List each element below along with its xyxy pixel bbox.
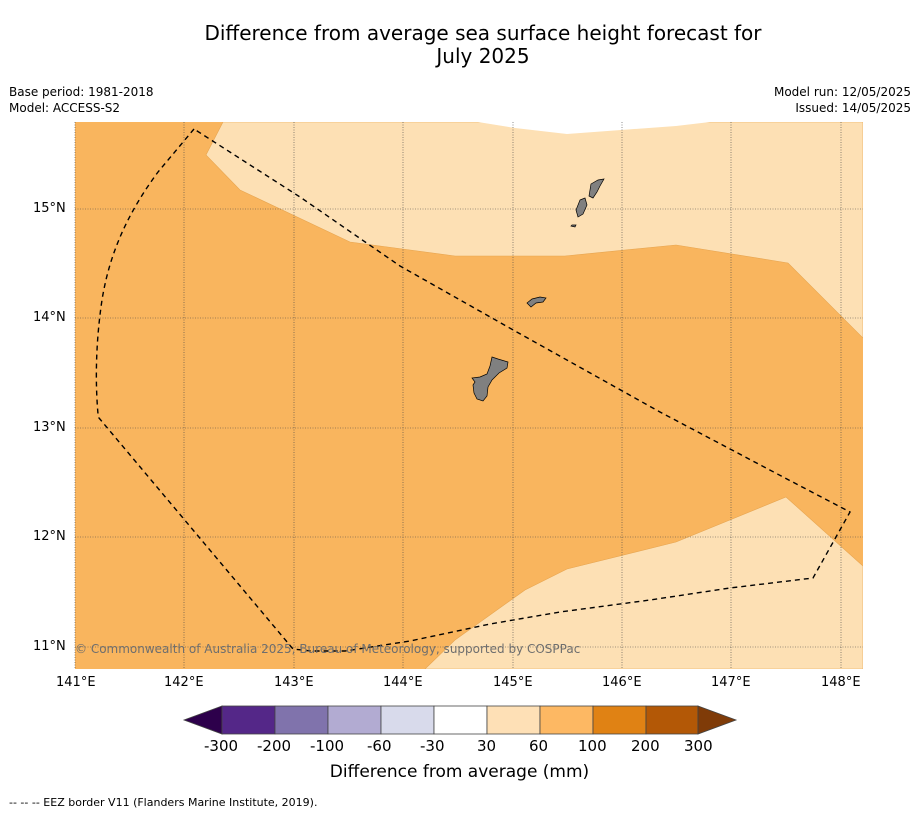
meta-right: Model run: 12/05/2025 Issued: 14/05/2025 — [774, 84, 911, 116]
colorbar-bin-8 — [592, 705, 647, 735]
title-line-2: July 2025 — [436, 44, 530, 68]
island-rota — [526, 296, 547, 308]
model-text: Model: ACCESS-S2 — [9, 101, 121, 115]
colorbar-label: -100 — [310, 737, 345, 755]
island-guam — [471, 356, 509, 402]
map-regions — [75, 122, 863, 669]
lat-tick-13n: 13°N — [33, 420, 66, 435]
colorbar-label: -300 — [204, 737, 239, 755]
lat-tick-14n: 14°N — [33, 310, 66, 325]
lon-tick-141e: 141°E — [56, 675, 96, 690]
island-aguijan — [570, 224, 577, 228]
islands — [471, 178, 605, 402]
copyright-text: © Commonwealth of Australia 2025, Bureau… — [75, 642, 581, 656]
colorbar-label: 30 — [477, 737, 497, 755]
meta-left: Base period: 1981-2018 Model: ACCESS-S2 — [9, 84, 154, 116]
island-saipan — [588, 178, 605, 199]
colorbar-bin-6 — [486, 705, 541, 735]
region-30-60-south — [424, 496, 863, 669]
island-tinian — [575, 197, 588, 218]
lon-tick-144e: 144°E — [383, 675, 423, 690]
lon-tick-142e: 142°E — [164, 675, 204, 690]
model-run-text: Model run: 12/05/2025 — [773, 85, 911, 99]
colorbar-label: 60 — [529, 737, 549, 755]
title-line-1: Difference from average sea surface heig… — [204, 21, 762, 45]
eez-border — [95, 128, 851, 652]
gridlines — [74, 122, 863, 669]
colorbar-label: -30 — [420, 737, 445, 755]
colorbar-label: 100 — [578, 737, 607, 755]
lon-tick-147e: 147°E — [711, 675, 751, 690]
colorbar — [182, 705, 738, 735]
lat-tick-12n: 12°N — [33, 529, 66, 544]
region-30-60-top-edge — [478, 122, 710, 134]
colorbar-extend-low — [182, 705, 223, 735]
eez-footnote: -- -- -- EEZ border V11 (Flanders Marine… — [9, 796, 318, 809]
colorbar-label: 300 — [684, 737, 713, 755]
colorbar-bin-5 — [433, 705, 488, 735]
colorbar-bin-2 — [274, 705, 329, 735]
lon-tick-143e: 143°E — [274, 675, 314, 690]
colorbar-extend-high — [697, 705, 738, 735]
colorbar-bin-4 — [380, 705, 435, 735]
base-period-text: Base period: 1981-2018 — [9, 85, 154, 99]
colorbar-bin-1 — [221, 705, 276, 735]
colorbar-label: 200 — [631, 737, 660, 755]
lon-tick-148e: 148°E — [821, 675, 861, 690]
lon-tick-145e: 145°E — [493, 675, 533, 690]
lon-tick-146e: 146°E — [602, 675, 642, 690]
colorbar-bin-7 — [539, 705, 594, 735]
colorbar-bin-9 — [645, 705, 699, 735]
colorbar-bin-3 — [327, 705, 382, 735]
lat-tick-15n: 15°N — [33, 201, 66, 216]
region-30-60-north — [205, 122, 863, 339]
colorbar-label: -200 — [257, 737, 292, 755]
issued-text: Issued: 14/05/2025 — [795, 101, 911, 115]
colorbar-label: -60 — [367, 737, 392, 755]
lat-tick-11n: 11°N — [33, 639, 66, 654]
chart-title: Difference from average sea surface heig… — [0, 22, 919, 68]
colorbar-title: Difference from average (mm) — [329, 762, 590, 782]
